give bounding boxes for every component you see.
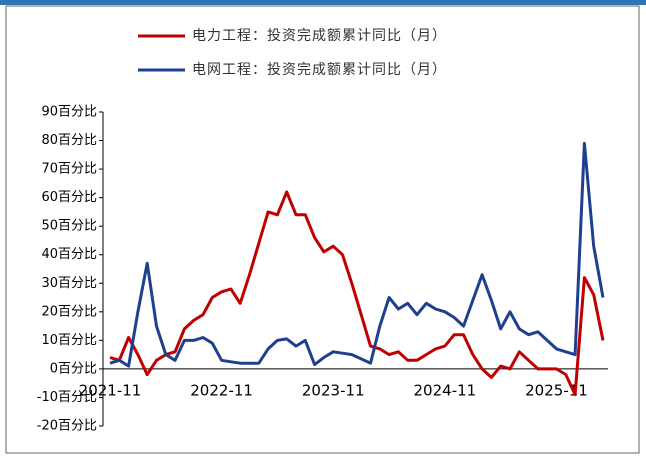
y-tick-label: 60百分比 xyxy=(41,190,97,205)
y-tick-label: 40百分比 xyxy=(41,247,97,262)
top-bar xyxy=(0,0,646,5)
y-tick-label: 20百分比 xyxy=(41,304,97,319)
y-tick-label: 10百分比 xyxy=(41,333,97,348)
y-tick-label: 30百分比 xyxy=(41,276,97,291)
legend-label: 电力工程：投资完成额累计同比（月） xyxy=(192,28,447,44)
x-tick-label: 2021-11 xyxy=(79,381,142,399)
series-line xyxy=(109,190,605,397)
legend-label: 电网工程：投资完成额累计同比（月） xyxy=(192,62,447,78)
y-tick-label: -10百分比 xyxy=(37,390,97,405)
y-tick-label: 0百分比 xyxy=(50,361,97,376)
x-tick-label: 2023-11 xyxy=(302,381,365,399)
legend: 电力工程：投资完成额累计同比（月） 电网工程：投资完成额累计同比（月） xyxy=(138,28,447,78)
y-tick-label: 70百分比 xyxy=(41,162,97,177)
y-tick-label: 50百分比 xyxy=(41,219,97,234)
frame xyxy=(5,5,640,454)
y-tick-label: -20百分比 xyxy=(37,419,97,434)
x-tick-label: 2024-11 xyxy=(414,381,477,399)
x-tick-label: 2022-11 xyxy=(190,381,253,399)
series-line xyxy=(109,141,605,368)
y-tick-label: 90百分比 xyxy=(41,105,97,120)
x-tick-label: 2025-11 xyxy=(525,381,588,399)
y-tick-label: 80百分比 xyxy=(41,133,97,148)
